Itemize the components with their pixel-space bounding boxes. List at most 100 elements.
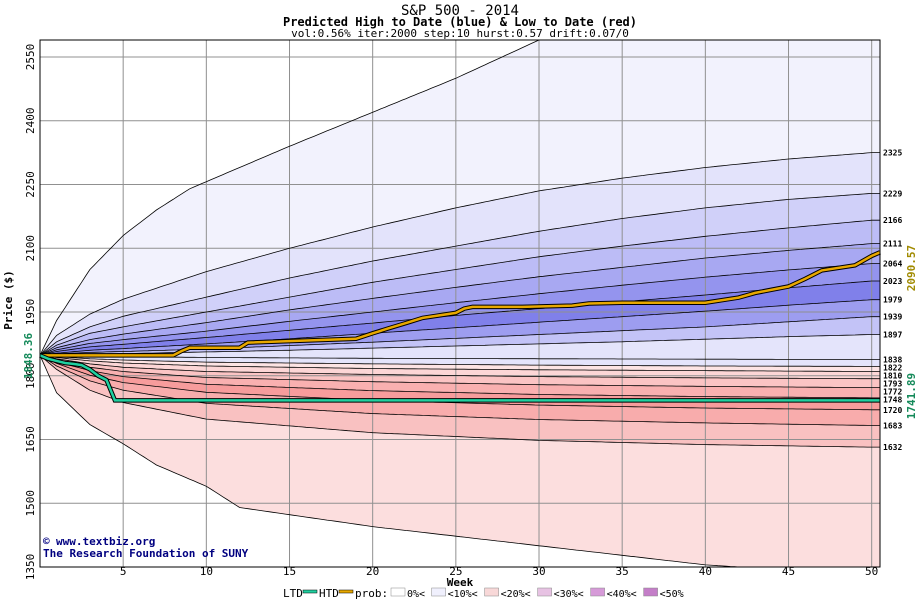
y-axis-label: Price ($) bbox=[2, 270, 15, 330]
legend-bin-label: <50% bbox=[660, 589, 684, 600]
band-level-label: 1979 bbox=[883, 296, 902, 305]
plot-frame bbox=[39, 39, 881, 568]
low-band-area bbox=[40, 355, 880, 372]
legend-probability-bins: 0%< <10%< <20%< <30%< <40%< <50% bbox=[390, 587, 684, 600]
x-tick-label: 5 bbox=[120, 565, 127, 578]
y-tick-label: 1800 bbox=[24, 363, 37, 390]
band-boundary-line bbox=[39, 263, 880, 356]
band-boundary-line bbox=[39, 355, 880, 448]
high-band-area bbox=[40, 334, 880, 360]
copyright-icon: © bbox=[43, 535, 50, 548]
band-level-label: 1939 bbox=[883, 313, 902, 322]
x-tick-label: 10 bbox=[200, 565, 213, 578]
y-tick-label: 2100 bbox=[24, 235, 37, 262]
low-band-area bbox=[40, 355, 880, 398]
x-tick-label: 25 bbox=[449, 565, 462, 578]
band-boundary-line bbox=[39, 355, 880, 399]
y-tick-label: 1950 bbox=[24, 299, 37, 326]
low-to-date-label: 1741.89 bbox=[905, 373, 918, 419]
chart-parameters: vol:0.56% iter:2000 step:10 hurst:0.57 d… bbox=[291, 27, 629, 40]
credit-organization: The Research Foundation of SUNY bbox=[43, 547, 249, 560]
data-series bbox=[39, 250, 881, 403]
band-level-label: 1838 bbox=[883, 356, 902, 365]
legend-prob-label: prob: bbox=[355, 587, 388, 600]
x-tick-label: 20 bbox=[366, 565, 379, 578]
low-band-area bbox=[40, 355, 880, 388]
y-tick-label: 1350 bbox=[24, 554, 37, 581]
high-to-date-label: 2090.57 bbox=[905, 245, 918, 291]
band-boundary-line bbox=[39, 355, 880, 361]
chart-subtitle: Predicted High to Date (blue) & Low to D… bbox=[283, 15, 637, 29]
band-boundary-line bbox=[39, 355, 880, 367]
band-boundary-line bbox=[39, 355, 880, 372]
legend-bin-swatch bbox=[590, 587, 605, 597]
x-tick-label: 50 bbox=[865, 565, 878, 578]
band-boundary-line bbox=[39, 192, 880, 356]
legend: LTD HTD prob: 0%< <10%< <20%< <30%< <40%< <50… bbox=[283, 587, 684, 600]
band-boundary-line bbox=[39, 299, 880, 356]
band-level-label: 2064 bbox=[883, 260, 902, 269]
legend-bin-swatch bbox=[643, 587, 658, 597]
x-axis-label: Week bbox=[447, 576, 474, 589]
band-boundary-line bbox=[39, 219, 880, 356]
band-boundary-line bbox=[39, 280, 880, 356]
band-level-label: 2229 bbox=[883, 189, 902, 198]
low-band-area bbox=[40, 355, 880, 379]
band-level-labels: 2325 2229 2166 2111 2064 2023 1979 1939 1897 1838… bbox=[883, 149, 902, 453]
low-band-area bbox=[40, 355, 880, 448]
legend-htd-label: HTD bbox=[319, 587, 339, 600]
x-tick-label: 35 bbox=[616, 565, 629, 578]
high-band-area bbox=[40, 152, 880, 356]
x-tick-label: 15 bbox=[283, 565, 296, 578]
band-boundary-line bbox=[39, 355, 880, 380]
band-level-label: 1822 bbox=[883, 364, 902, 373]
band-level-label: 1720 bbox=[883, 406, 902, 415]
band-level-label: 1632 bbox=[883, 443, 902, 452]
high-band-area bbox=[40, 193, 880, 356]
y-tick-label: 1500 bbox=[24, 490, 37, 517]
probability-bands bbox=[40, 40, 880, 567]
band-level-label: 1897 bbox=[883, 331, 902, 340]
band-level-label: 2111 bbox=[883, 240, 902, 249]
band-level-label: 2325 bbox=[883, 149, 902, 158]
band-level-label: 1748 bbox=[883, 396, 902, 405]
band-level-label: 2166 bbox=[883, 216, 902, 225]
y-tick-label: 1650 bbox=[24, 426, 37, 453]
legend-bin-label: <10%< bbox=[448, 589, 478, 600]
high-band-area bbox=[40, 243, 880, 356]
high-band-area bbox=[40, 40, 880, 356]
credit-url[interactable]: www.textbiz.org bbox=[56, 535, 155, 548]
low-band-area bbox=[40, 355, 880, 426]
x-tick-label: 40 bbox=[699, 565, 712, 578]
center-band-area bbox=[40, 355, 880, 367]
legend-bin-label: <30%< bbox=[554, 589, 584, 600]
legend-bin-label: 0%< bbox=[407, 589, 425, 600]
band-area-bottom bbox=[40, 355, 880, 567]
y-axis-ticks: 1350 1500 1650 1800 1950 2100 2250 2400 2550 bbox=[24, 44, 37, 581]
y-tick-label: 2550 bbox=[24, 44, 37, 71]
band-level-label: 1793 bbox=[883, 380, 902, 389]
legend-bin-swatch bbox=[390, 587, 406, 597]
x-tick-label: 30 bbox=[532, 565, 545, 578]
legend-bin-swatch bbox=[537, 587, 552, 597]
start-value-label: 1848.36 bbox=[22, 332, 35, 379]
high-band-area bbox=[40, 281, 880, 356]
band-level-label: 1810 bbox=[883, 372, 902, 381]
x-tick-label: 45 bbox=[782, 565, 795, 578]
legend-htd-swatch bbox=[338, 589, 354, 594]
legend-bin-swatch bbox=[484, 587, 499, 597]
band-level-label: 2023 bbox=[883, 277, 902, 286]
legend-bin-swatch bbox=[431, 587, 446, 597]
band-level-label: 1772 bbox=[883, 388, 902, 397]
low-band-area bbox=[40, 355, 880, 567]
band-boundary-line bbox=[39, 355, 880, 389]
ltd-series-line bbox=[39, 354, 880, 402]
y-tick-label: 2400 bbox=[24, 108, 37, 135]
band-boundary-line bbox=[39, 243, 880, 356]
legend-ltd-swatch bbox=[302, 589, 318, 594]
x-axis-ticks: 5 10 15 20 25 30 35 40 45 50 bbox=[120, 565, 878, 578]
band-boundary-line bbox=[39, 152, 880, 356]
high-band-area bbox=[40, 220, 880, 356]
band-boundary-curves bbox=[39, 39, 880, 568]
